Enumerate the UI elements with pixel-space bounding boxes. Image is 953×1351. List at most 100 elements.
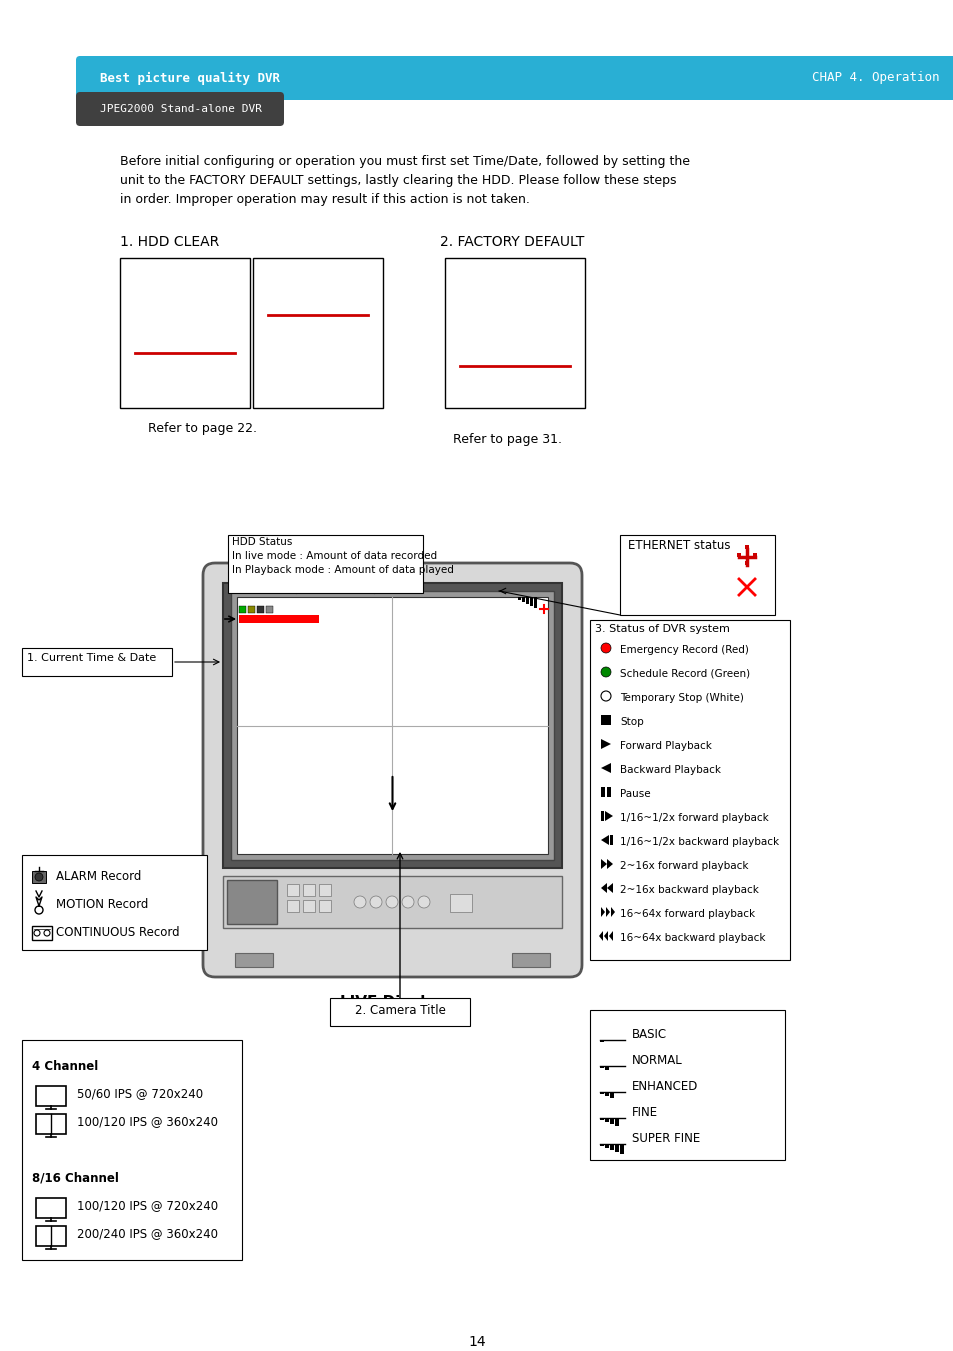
Bar — [36, 1225, 66, 1246]
Bar — [444, 258, 584, 408]
Circle shape — [386, 896, 397, 908]
Bar — [22, 648, 172, 676]
Polygon shape — [608, 931, 613, 942]
Text: 8/16 Channel: 8/16 Channel — [32, 1171, 119, 1185]
Polygon shape — [603, 931, 607, 942]
Text: 100/120 IPS @ 720x240: 100/120 IPS @ 720x240 — [77, 1200, 218, 1212]
Text: ENHANCED: ENHANCED — [631, 1079, 698, 1093]
Circle shape — [401, 896, 414, 908]
Text: Schedule Record (Green): Schedule Record (Green) — [619, 669, 749, 680]
Circle shape — [370, 896, 381, 908]
FancyBboxPatch shape — [203, 563, 581, 977]
Bar — [318, 900, 331, 912]
Polygon shape — [598, 931, 602, 942]
Polygon shape — [600, 907, 604, 917]
Text: 3. Status of DVR system: 3. Status of DVR system — [595, 624, 729, 634]
Bar — [234, 952, 273, 967]
Text: 4 Channel: 4 Channel — [32, 1059, 98, 1073]
Text: 50/60 IPS @ 720x240: 50/60 IPS @ 720x240 — [77, 1088, 203, 1101]
Circle shape — [417, 896, 430, 908]
Bar — [600, 788, 604, 797]
Text: 2. FACTORY DEFAULT: 2. FACTORY DEFAULT — [439, 235, 584, 249]
Bar — [619, 1144, 623, 1154]
Text: LIVE Display: LIVE Display — [339, 994, 445, 1011]
Text: 100/120 IPS @ 360x240: 100/120 IPS @ 360x240 — [77, 1116, 218, 1128]
Bar — [609, 1119, 614, 1124]
Polygon shape — [600, 859, 606, 869]
Text: Backward Playback: Backward Playback — [619, 765, 720, 775]
Polygon shape — [610, 907, 615, 917]
Bar — [600, 811, 603, 821]
Bar — [231, 590, 554, 861]
Circle shape — [35, 873, 43, 881]
Bar — [239, 607, 246, 613]
Text: 1/16~1/2x forward playback: 1/16~1/2x forward playback — [619, 813, 768, 823]
Text: 2. Camera Title: 2. Camera Title — [355, 1004, 445, 1017]
Text: Pause: Pause — [619, 789, 650, 798]
Bar — [599, 1119, 603, 1120]
Bar — [227, 880, 276, 924]
Text: JPEG2000 Stand-alone DVR: JPEG2000 Stand-alone DVR — [100, 104, 262, 113]
Text: Refer to page 31.: Refer to page 31. — [453, 434, 561, 446]
Bar — [330, 998, 470, 1025]
Bar — [512, 952, 550, 967]
Text: MOTION Record: MOTION Record — [56, 898, 149, 912]
Polygon shape — [600, 884, 606, 893]
Bar — [36, 1086, 66, 1106]
Text: 1. Current Time & Date: 1. Current Time & Date — [27, 653, 156, 663]
Polygon shape — [605, 907, 609, 917]
Bar — [287, 884, 298, 896]
Bar — [239, 615, 318, 623]
Text: Forward Playback: Forward Playback — [619, 740, 711, 751]
Text: CONTINUOUS Record: CONTINUOUS Record — [56, 927, 179, 939]
Bar — [744, 544, 748, 549]
Text: 14: 14 — [468, 1335, 485, 1350]
Bar — [599, 1040, 603, 1042]
Bar — [737, 553, 740, 557]
Bar — [120, 258, 250, 408]
Text: Refer to page 22.: Refer to page 22. — [148, 422, 256, 435]
Text: NORMAL: NORMAL — [631, 1054, 682, 1066]
Text: 16~64x backward playback: 16~64x backward playback — [619, 934, 764, 943]
Polygon shape — [604, 811, 613, 821]
Bar — [223, 875, 561, 928]
Text: HDD Status
In live mode : Amount of data recorded
In Playback mode : Amount of d: HDD Status In live mode : Amount of data… — [232, 536, 454, 576]
Polygon shape — [606, 859, 613, 869]
Bar — [303, 884, 314, 896]
Text: 2~16x backward playback: 2~16x backward playback — [619, 885, 758, 894]
Bar — [517, 597, 520, 600]
Circle shape — [600, 690, 610, 701]
Bar — [36, 1115, 66, 1133]
Polygon shape — [606, 884, 613, 893]
Bar — [606, 788, 610, 797]
Bar — [266, 607, 273, 613]
Bar — [223, 584, 561, 867]
Bar — [604, 1119, 608, 1121]
Text: Temporary Stop (White): Temporary Stop (White) — [619, 693, 743, 703]
Bar — [253, 258, 382, 408]
Text: ALARM Record: ALARM Record — [56, 870, 141, 884]
Bar — [287, 900, 298, 912]
Bar — [604, 1144, 608, 1148]
Text: 2~16x forward playback: 2~16x forward playback — [619, 861, 748, 871]
Bar — [619, 535, 774, 615]
Bar — [228, 535, 422, 593]
Bar — [521, 597, 524, 603]
Bar — [248, 607, 254, 613]
Bar — [303, 900, 314, 912]
Polygon shape — [600, 739, 610, 748]
Bar — [600, 715, 610, 725]
Bar — [22, 855, 207, 950]
Polygon shape — [600, 763, 610, 773]
Bar — [604, 1092, 608, 1096]
Bar — [22, 1040, 242, 1260]
Circle shape — [600, 667, 610, 677]
Text: SUPER FINE: SUPER FINE — [631, 1132, 700, 1144]
Bar — [530, 597, 533, 607]
Text: CHAP 4. Operation: CHAP 4. Operation — [812, 72, 939, 85]
Circle shape — [600, 643, 610, 653]
Bar — [599, 1144, 603, 1146]
Bar — [534, 597, 537, 608]
FancyBboxPatch shape — [76, 55, 953, 100]
Text: Before initial configuring or operation you must first set Time/Date, followed b: Before initial configuring or operation … — [120, 155, 689, 205]
